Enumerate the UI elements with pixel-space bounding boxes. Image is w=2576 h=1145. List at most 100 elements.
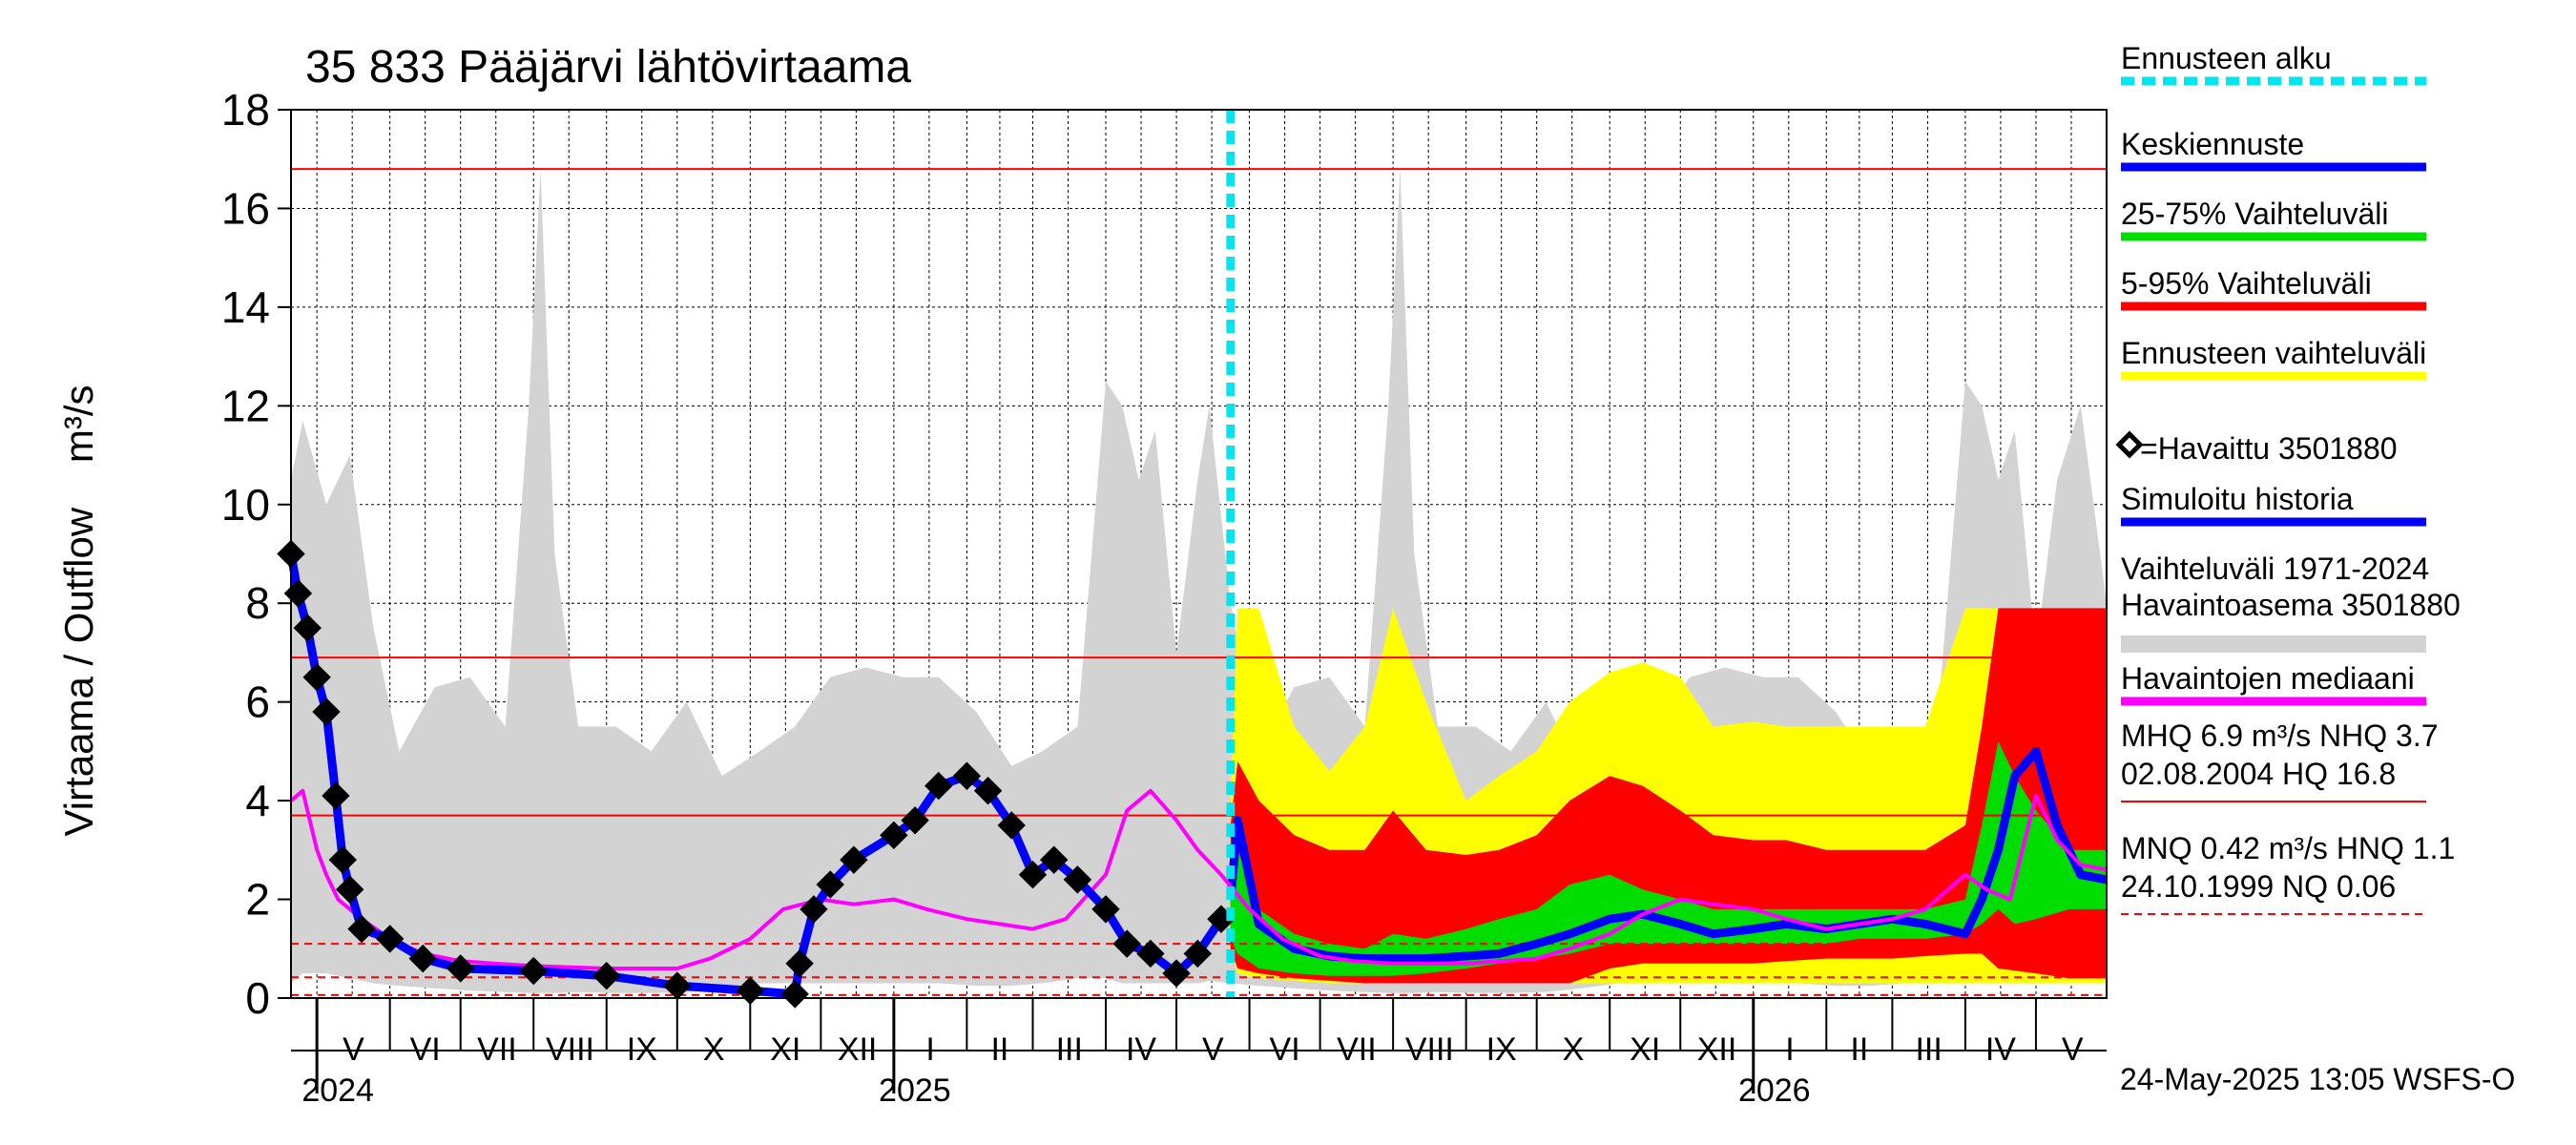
observed-point (408, 944, 437, 973)
observed-point (1091, 895, 1120, 924)
legend-item: 5-95% Vaihteluväli (2121, 266, 2426, 311)
observed-point (302, 663, 331, 692)
x-month-label: VII (1337, 1031, 1377, 1068)
legend-label: Keskiennuste (2121, 127, 2304, 161)
x-month-label: V (1202, 1031, 1224, 1068)
observed-point (592, 962, 621, 990)
legend-item: Havaintojen mediaani (2121, 661, 2426, 706)
observed-point (785, 949, 814, 978)
x-month-label: XII (838, 1031, 878, 1068)
x-month-label: VIII (546, 1031, 594, 1068)
legend-item: Vaihteluväli 1971-2024 Havaintoasema 350… (2121, 552, 2461, 653)
series-5-95-vaihteluv-li-band (1230, 608, 2107, 984)
observed-point (1018, 860, 1048, 889)
legend-item: 25-75% Vaihteluväli (2121, 197, 2426, 241)
observed-point (1063, 865, 1092, 894)
series-havaintojen-mediaani-line (289, 788, 2108, 970)
y-tick-label: 14 (221, 282, 270, 332)
y-tick-label: 2 (245, 875, 270, 925)
legend-label: Vaihteluväli 1971-2024 (2121, 552, 2429, 586)
x-month-label: V (343, 1031, 364, 1068)
x-year-label: 2024 (301, 1072, 374, 1109)
observed-point (447, 954, 475, 983)
observed-point (973, 777, 1003, 805)
x-month-label: XI (770, 1031, 800, 1068)
observed-point (312, 697, 341, 726)
y-tick-label: 12 (221, 381, 270, 430)
legend-label: Ennusteen alku (2121, 41, 2332, 75)
observed-point (1162, 959, 1191, 988)
x-month-label: IV (1126, 1031, 1156, 1068)
x-month-label: III (1056, 1031, 1083, 1068)
observed-point (375, 925, 405, 953)
x-year-label: 2026 (1738, 1072, 1811, 1109)
legend-label: Havaintojen mediaani (2121, 661, 2415, 696)
legend-label: 25-75% Vaihteluväli (2121, 197, 2388, 231)
observed-point (1183, 939, 1212, 968)
x-month-label: I (1785, 1031, 1794, 1068)
observed-point (997, 811, 1026, 840)
legend-label: 5-95% Vaihteluväli (2121, 266, 2372, 301)
x-month-label: X (703, 1031, 725, 1068)
y-tick-label: 6 (245, 677, 270, 727)
legend-label-2: Havaintoasema 3501880 (2121, 588, 2461, 622)
x-month-label: II (990, 1031, 1008, 1068)
observed-point (840, 845, 868, 874)
y-tick-label: 10 (221, 480, 270, 530)
plot-frame (290, 109, 2108, 999)
observed-point (322, 781, 350, 810)
x-month-label: XII (1697, 1031, 1737, 1068)
legend-stats: MNQ 0.42 m³/s HNQ 1.1 24.10.1999 NQ 0.06 (2121, 831, 2455, 915)
stats-line-2: 02.08.2004 HQ 16.8 (2121, 757, 2396, 791)
observed-point (1112, 929, 1141, 958)
y-tick-label: 0 (245, 973, 270, 1023)
observed-point (1136, 939, 1165, 968)
x-month-label: I (925, 1031, 934, 1068)
y-tick-label: 16 (221, 183, 270, 233)
x-month-label: III (1915, 1031, 1942, 1068)
x-month-label: II (1850, 1031, 1868, 1068)
legend-label: =Havaittu 3501880 (2140, 431, 2398, 466)
x-month-label: VI (410, 1031, 441, 1068)
legend-stats: MHQ 6.9 m³/s NHQ 3.7 02.08.2004 HQ 16.8 (2121, 718, 2439, 802)
y-axis-label: Virtaama / Outflow m³/s (56, 385, 101, 836)
observed-point (880, 821, 908, 850)
legend-item: =Havaittu 3501880 (2115, 430, 2398, 466)
legend: Ennusteen alku Keskiennuste 25-75% Vaihtel… (2115, 41, 2461, 915)
observed-point (519, 956, 548, 986)
series-keskiennuste-line (1226, 746, 2108, 964)
x-month-label: XI (1630, 1031, 1660, 1068)
y-tick-label: 18 (221, 85, 270, 135)
x-month-label: VI (1270, 1031, 1300, 1068)
legend-item: Simuloitu historia (2121, 482, 2426, 527)
observed-point (952, 761, 982, 790)
stats-line-2: 24.10.1999 NQ 0.06 (2121, 869, 2396, 904)
x-month-label: IV (1985, 1031, 2016, 1068)
y-tick-label: 8 (245, 578, 270, 628)
observed-point (293, 614, 322, 642)
footer-timestamp: 24-May-2025 13:05 WSFS-O (2120, 1062, 2515, 1096)
legend-marker-icon (2115, 430, 2144, 459)
observed-point (335, 875, 364, 904)
observed-point (800, 895, 828, 924)
legend-item: Ennusteen vaihteluväli (2121, 336, 2426, 381)
observed-point (816, 870, 844, 899)
observed-point (1039, 845, 1069, 874)
stats-line-1: MNQ 0.42 m³/s HNQ 1.1 (2121, 831, 2455, 865)
observed-point (780, 980, 809, 1009)
observed-point (347, 914, 376, 944)
observed-point (328, 845, 358, 874)
legend-label: Ennusteen vaihteluväli (2121, 336, 2426, 370)
legend-label: Simuloitu historia (2121, 482, 2354, 516)
y-tick-label: 4 (245, 776, 270, 825)
x-month-label: VII (477, 1031, 517, 1068)
x-month-label: V (2062, 1031, 2084, 1068)
x-month-label: IX (627, 1031, 657, 1068)
observed-point (924, 771, 953, 801)
x-month-label: X (1563, 1031, 1585, 1068)
x-month-label: VIII (1405, 1031, 1454, 1068)
stats-line-1: MHQ 6.9 m³/s NHQ 3.7 (2121, 718, 2439, 753)
chart-title: 35 833 Pääjärvi lähtövirtaama (305, 42, 911, 93)
